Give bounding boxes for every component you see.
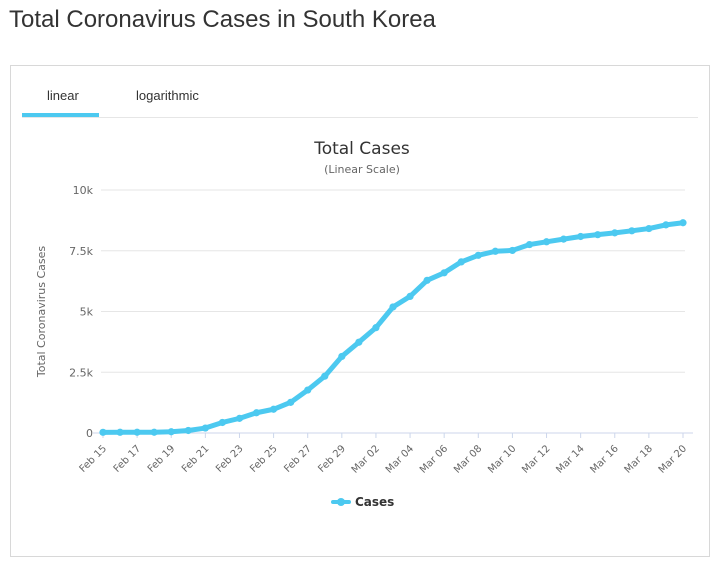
x-tick-label: Mar 20 <box>657 443 689 475</box>
scale-tabs: linear logarithmic <box>22 66 698 118</box>
page-title: Total Coronavirus Cases in South Korea <box>9 6 436 33</box>
x-tick-label: Mar 04 <box>384 443 416 475</box>
data-point <box>440 269 448 277</box>
legend-label-cases: Cases <box>355 495 394 509</box>
data-point <box>218 418 227 427</box>
data-point <box>679 219 687 227</box>
data-point <box>167 428 175 436</box>
x-tick-label: Feb 25 <box>248 443 280 475</box>
data-point <box>116 428 124 436</box>
x-tick-label: Feb 21 <box>180 443 212 475</box>
data-point <box>474 251 482 259</box>
data-point <box>662 221 670 229</box>
data-point <box>184 426 192 435</box>
data-point <box>304 386 312 394</box>
x-tick-label: Feb 27 <box>282 443 314 475</box>
data-point <box>559 235 568 243</box>
data-point <box>577 232 585 241</box>
y-tick-label: 7.5k <box>69 245 93 258</box>
x-tick-label: Feb 19 <box>146 443 178 475</box>
series-line-cases <box>100 220 686 435</box>
data-point <box>611 229 619 237</box>
data-point <box>628 227 636 235</box>
x-tick-label: Feb 29 <box>316 443 348 475</box>
x-tick-label: Mar 08 <box>452 443 484 475</box>
data-point <box>355 338 363 346</box>
data-point <box>645 224 653 233</box>
data-point <box>321 372 329 380</box>
x-tick-label: Feb 15 <box>78 443 110 475</box>
x-tick-label: Mar 02 <box>350 443 382 475</box>
x-tick-label: Mar 14 <box>554 443 586 475</box>
data-point <box>269 405 278 413</box>
x-tick-label: Mar 18 <box>623 443 655 475</box>
x-tick-label: Mar 16 <box>589 443 621 475</box>
data-point <box>491 247 499 255</box>
x-tick-label: Feb 23 <box>214 443 246 475</box>
chart-subtitle: (Linear Scale) <box>324 163 400 176</box>
data-point <box>594 231 602 239</box>
data-point <box>406 292 414 301</box>
data-point <box>542 238 551 246</box>
data-point <box>235 414 244 422</box>
data-point <box>508 246 517 255</box>
tab-logarithmic[interactable]: logarithmic <box>136 88 199 103</box>
x-tick-label: Mar 06 <box>418 443 450 475</box>
data-point <box>338 352 346 361</box>
y-tick-label: 10k <box>73 184 94 197</box>
legend-swatch-marker <box>337 498 345 506</box>
tab-linear[interactable]: linear <box>47 88 79 103</box>
x-tick-label: Feb 17 <box>112 443 144 475</box>
data-point <box>423 276 431 284</box>
y-tick-label: 5k <box>80 306 94 319</box>
data-point <box>133 428 141 436</box>
y-tick-label: 0 <box>86 427 93 440</box>
data-point <box>457 258 465 266</box>
data-point <box>99 428 107 436</box>
active-tab-indicator <box>22 113 99 117</box>
x-tick-label: Mar 12 <box>520 443 552 475</box>
y-tick-label: 2.5k <box>69 366 93 379</box>
data-point <box>525 240 534 249</box>
data-point <box>287 398 295 406</box>
x-tick-label: Mar 10 <box>486 443 518 475</box>
data-point <box>252 409 261 417</box>
data-point <box>201 424 209 432</box>
chart-title: Total Cases <box>313 139 410 159</box>
data-point <box>389 303 397 311</box>
data-point <box>150 428 158 436</box>
y-axis-label: Total Coronavirus Cases <box>35 246 48 379</box>
data-point <box>372 324 380 332</box>
